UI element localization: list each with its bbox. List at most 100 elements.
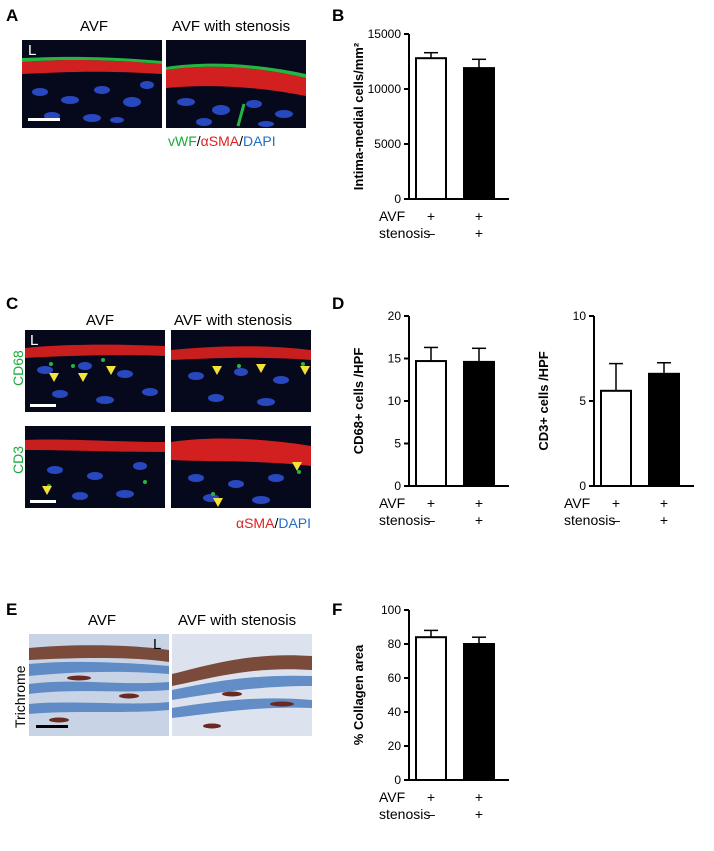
- panel-letter-a: A: [6, 6, 19, 25]
- bar: [463, 643, 495, 781]
- bar: [600, 389, 632, 487]
- panel-letter-e: E: [6, 600, 18, 619]
- panel-c-lumen-label: L: [30, 332, 39, 349]
- condition-mark: +: [427, 789, 435, 805]
- y-tick-label: 0: [394, 479, 401, 493]
- stain-slash: /: [239, 133, 243, 149]
- condition-row-label: AVF: [564, 495, 590, 511]
- micrograph-c-cd3-stenosis-art: [171, 438, 311, 504]
- panel-c-row1-label: CD68: [10, 350, 26, 386]
- y-axis-label: Intima-medial cells/mm²: [351, 42, 366, 190]
- panel-letter-f: F: [332, 600, 343, 619]
- y-tick-label: 0: [394, 773, 401, 787]
- bar: [415, 360, 447, 487]
- arrowhead-marker: [212, 366, 222, 375]
- condition-row-label: AVF: [379, 789, 405, 805]
- condition-row-label: AVF: [379, 495, 405, 511]
- micrograph-a-avf: [22, 40, 162, 128]
- condition-mark: +: [660, 512, 668, 528]
- micrograph-a-avf-art: [22, 56, 162, 123]
- y-tick-label: 10: [573, 309, 587, 323]
- panel-c-scale-bar-1: [30, 404, 56, 407]
- condition-mark: –: [427, 806, 435, 822]
- bar: [415, 636, 447, 782]
- condition-mark: +: [427, 495, 435, 511]
- panel-e-scale-bar: [36, 725, 68, 728]
- stain-slash: /: [274, 515, 279, 531]
- y-tick-label: 20: [388, 739, 402, 753]
- panel-c-row2-label: CD3: [10, 445, 26, 474]
- panel-c-scale-bar-2: [30, 500, 56, 503]
- panel-a-col2-label: AVF with stenosis: [172, 18, 291, 35]
- arrowhead-marker: [256, 364, 266, 373]
- micrograph-e-avf: [29, 634, 169, 736]
- micrograph-c-cd3-avf-art: [25, 439, 165, 500]
- panel-a-stain-legend: vWF/αSMA/DAPI: [168, 133, 276, 149]
- y-axis-label: % Collagen area: [351, 644, 366, 745]
- condition-mark: –: [612, 512, 620, 528]
- micrograph-a-stenosis: [166, 40, 306, 128]
- arrowhead-marker: [106, 366, 116, 375]
- y-tick-label: 60: [388, 671, 402, 685]
- condition-mark: +: [660, 495, 668, 511]
- bar: [648, 372, 680, 487]
- condition-row-label: AVF: [379, 208, 405, 224]
- condition-mark: +: [612, 495, 620, 511]
- condition-row-label: stenosis: [379, 806, 430, 822]
- y-tick-label: 5: [579, 394, 586, 408]
- bar: [463, 67, 495, 200]
- condition-mark: +: [475, 495, 483, 511]
- panel-c-col2-label: AVF with stenosis: [174, 312, 293, 329]
- arrowhead-marker: [292, 462, 302, 471]
- condition-mark: +: [475, 512, 483, 528]
- y-axis-label: CD68+ cells /HPF: [351, 348, 366, 455]
- panel-e-col2-label: AVF with stenosis: [178, 612, 297, 629]
- y-tick-label: 10: [388, 394, 402, 408]
- y-axis-label: CD3+ cells /HPF: [536, 351, 551, 450]
- micrograph-c-cd68-avf-art: [25, 344, 165, 404]
- condition-mark: –: [427, 225, 435, 241]
- panel-a-col1-label: AVF: [80, 18, 109, 35]
- condition-mark: +: [475, 789, 483, 805]
- y-tick-label: 0: [579, 479, 586, 493]
- panel-letter-c: C: [6, 294, 19, 313]
- panel-letter-b: B: [332, 6, 345, 25]
- stain-slash: /: [196, 133, 201, 149]
- bar: [415, 57, 447, 201]
- y-tick-label: 0: [394, 192, 401, 206]
- condition-mark: –: [427, 512, 435, 528]
- y-tick-label: 80: [388, 637, 402, 651]
- panel-e-row-label: Trichrome: [12, 665, 28, 729]
- panel-c-col1-label: AVF: [86, 312, 115, 329]
- micrograph-c-cd3-stenosis: [171, 426, 311, 508]
- condition-mark: +: [427, 208, 435, 224]
- stain-asma: αSMA: [200, 133, 240, 149]
- y-tick-label: 40: [388, 705, 402, 719]
- stain-dapi: DAPI: [242, 133, 276, 149]
- panel-c-stain-legend: αSMA/DAPI: [236, 515, 311, 531]
- arrowhead-marker: [213, 498, 223, 507]
- arrowhead-marker: [42, 486, 52, 495]
- condition-mark: +: [475, 208, 483, 224]
- panel-a-scale-bar: [28, 118, 60, 121]
- panel-e-lumen-label: L: [153, 636, 162, 653]
- stain-asma: αSMA: [236, 515, 275, 531]
- y-tick-label: 10000: [368, 82, 402, 96]
- condition-mark: +: [475, 806, 483, 822]
- y-tick-label: 20: [388, 309, 402, 323]
- y-tick-label: 100: [381, 603, 401, 617]
- bar: [463, 360, 495, 487]
- arrowhead-marker: [300, 366, 310, 375]
- arrowhead-marker: [78, 373, 88, 382]
- micrograph-e-avf-art: [29, 645, 169, 723]
- condition-row-label: stenosis: [379, 512, 430, 528]
- condition-mark: +: [475, 225, 483, 241]
- condition-row-label: stenosis: [379, 225, 430, 241]
- y-tick-label: 15: [388, 352, 402, 366]
- panel-e-col1-label: AVF: [88, 612, 117, 629]
- panel-a-lumen-label: L: [28, 42, 37, 59]
- y-tick-label: 15000: [368, 27, 402, 41]
